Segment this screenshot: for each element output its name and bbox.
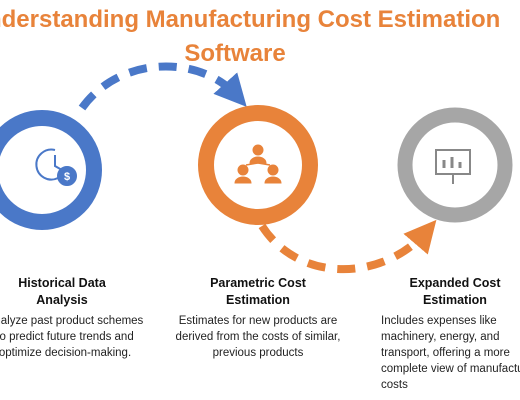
step-circle	[397, 107, 513, 223]
step-description: Estimates for new products are	[179, 315, 338, 327]
step-description: Analyze past product schemes	[0, 315, 144, 327]
svg-text:$: $	[64, 171, 70, 183]
step-circle	[0, 110, 102, 230]
step-description: to predict future trends and	[0, 331, 134, 343]
step-heading: Estimation	[226, 293, 290, 307]
step-heading: Historical Data	[18, 276, 107, 290]
clock-dollar-icon: $	[35, 148, 77, 186]
step-heading: Estimation	[423, 293, 487, 307]
step-description: derived from the costs of similar,	[176, 331, 341, 343]
step-heading: Analysis	[36, 293, 87, 307]
connector-arrow	[78, 62, 247, 111]
title: Software	[184, 40, 285, 67]
title: Understanding Manufacturing Cost Estimat…	[0, 6, 500, 33]
step-circle	[198, 105, 318, 225]
step-description: complete view of manufacturing	[381, 363, 520, 375]
step-description: transport, offering a more	[381, 347, 510, 359]
step-description: optimize decision-making.	[0, 347, 131, 359]
connector-arrow	[258, 219, 437, 273]
people-icon	[234, 144, 282, 184]
step-heading: Parametric Cost	[210, 276, 307, 290]
step-description: previous products	[213, 347, 304, 359]
step-description: Includes expenses like	[381, 315, 497, 327]
presentation-icon	[435, 149, 471, 184]
step-description: machinery, energy, and	[381, 331, 499, 343]
step-heading: Expanded Cost	[410, 276, 502, 290]
step-description: costs	[381, 379, 408, 391]
